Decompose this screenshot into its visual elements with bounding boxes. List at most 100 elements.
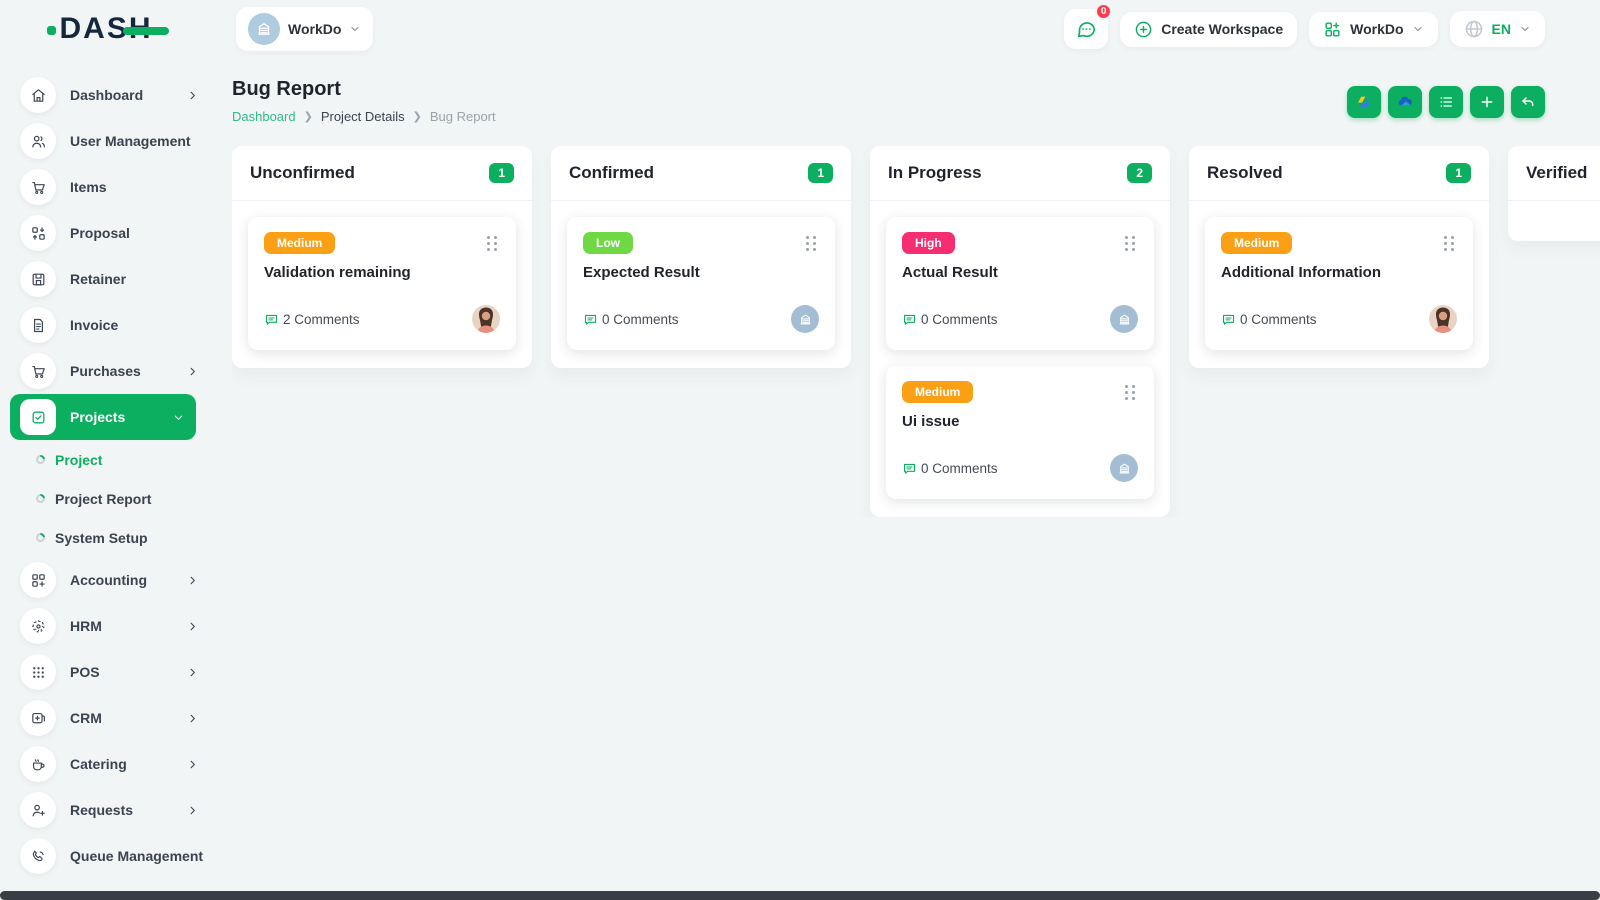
cart-icon: [20, 353, 56, 389]
sidebar-item-requests[interactable]: Requests: [0, 787, 212, 833]
sidebar-item-hrm[interactable]: HRM: [0, 603, 212, 649]
sidebar-item-projects[interactable]: Projects: [10, 394, 196, 440]
language-selector[interactable]: EN: [1449, 11, 1545, 47]
target-icon: [20, 608, 56, 644]
create-workspace-button[interactable]: Create Workspace: [1120, 11, 1298, 47]
column-header: Resolved 1: [1189, 146, 1489, 201]
page-title: Bug Report: [232, 78, 341, 100]
chevron-right-icon: [190, 806, 195, 814]
sidebar-item-user-management[interactable]: User Management: [0, 118, 212, 164]
column-title: Confirmed: [569, 163, 654, 182]
chat-icon: [1078, 22, 1096, 38]
workspace-switcher[interactable]: WorkDo: [236, 7, 374, 51]
kanban-card[interactable]: Low Expected Result 0 Comments: [567, 217, 835, 350]
create-workspace-label: Create Workspace: [1161, 21, 1284, 37]
company-avatar[interactable]: [791, 305, 819, 333]
kanban-card[interactable]: Medium Ui issue 0 Comments: [886, 366, 1154, 499]
sidebar-subitem-label: System Setup: [55, 529, 148, 546]
sidebar-item-proposal[interactable]: Proposal: [0, 210, 212, 256]
breadcrumb-separator: ❯: [303, 111, 313, 123]
onedrive-button[interactable]: [1388, 86, 1422, 118]
sidebar-item-accounting[interactable]: Accounting: [0, 557, 212, 603]
card-menu-icon[interactable]: [485, 232, 500, 255]
comments-count-label: 0 Comments: [921, 311, 998, 327]
logo[interactable]: DASH: [0, 14, 212, 44]
breadcrumb-separator: ❯: [412, 111, 422, 123]
card-comments: 0 Comments: [902, 312, 998, 327]
sidebar-item-queue-management[interactable]: Queue Management: [0, 833, 212, 879]
column-count-badge: 1: [1446, 163, 1471, 183]
add-button[interactable]: [1470, 86, 1504, 118]
column-title: Unconfirmed: [250, 163, 355, 182]
sidebar-item-items[interactable]: Items: [0, 164, 212, 210]
kanban-column-unconfirmed: Unconfirmed 1 Medium Validation remainin…: [232, 146, 532, 368]
kanban-card[interactable]: High Actual Result 0 Comments: [886, 217, 1154, 350]
bullet-icon: [34, 453, 47, 466]
priority-badge: Medium: [902, 381, 974, 403]
chevron-right-icon: [190, 714, 195, 722]
chevron-down-icon: [1521, 26, 1529, 32]
users-icon: [20, 123, 56, 159]
plus-circle-icon: [1135, 21, 1152, 37]
logo-bar: [122, 27, 169, 35]
card-menu-icon[interactable]: [1123, 381, 1138, 404]
priority-badge: Medium: [1221, 232, 1293, 254]
card-title: Expected Result: [583, 264, 700, 281]
card-menu-icon[interactable]: [1442, 232, 1457, 255]
chevron-right-icon: [190, 576, 195, 584]
card-comments: 0 Comments: [902, 461, 998, 476]
back-button[interactable]: [1511, 86, 1545, 118]
card-menu-icon[interactable]: [804, 232, 819, 255]
sidebar-item-invoice[interactable]: Invoice: [0, 302, 212, 348]
kanban-column-confirmed: Confirmed 1 Low Expected Result 0: [551, 146, 851, 368]
card-title: Actual Result: [902, 264, 998, 281]
column-title: Resolved: [1207, 163, 1283, 182]
column-title: Verified: [1526, 163, 1588, 182]
company-avatar[interactable]: [1110, 454, 1138, 482]
dots-grid-icon: [20, 654, 56, 690]
breadcrumb-project-details[interactable]: Project Details: [320, 109, 405, 124]
sidebar-subitem-project[interactable]: Project: [0, 440, 212, 479]
sidebar-item-pos[interactable]: POS: [0, 649, 212, 695]
sidebar-item-catering[interactable]: Catering: [0, 741, 212, 787]
column-title: In Progress: [888, 163, 982, 182]
breadcrumb-dashboard[interactable]: Dashboard: [232, 109, 296, 124]
bullet-icon: [34, 531, 47, 544]
chevron-right-icon: [190, 367, 195, 375]
column-empty-body: [1508, 201, 1600, 241]
user-photo-avatar[interactable]: [1429, 305, 1457, 333]
sidebar-item-purchases[interactable]: Purchases: [0, 348, 212, 394]
user-photo-avatar[interactable]: [472, 305, 500, 333]
language-label: EN: [1491, 21, 1511, 37]
sidebar-item-crm[interactable]: CRM: [0, 695, 212, 741]
kanban-card[interactable]: Medium Validation remaining 2 Comments: [248, 217, 516, 350]
kanban-column-in-progress: In Progress 2 High Actual Result: [870, 146, 1170, 517]
kanban-card[interactable]: Medium Additional Information 0 Comments: [1205, 217, 1473, 350]
chevron-right-icon: [190, 91, 195, 99]
sidebar-subitem-label: Project: [55, 451, 103, 468]
sidebar-item-dashboard[interactable]: Dashboard: [0, 72, 212, 118]
app-menu-button[interactable]: WorkDo: [1309, 11, 1438, 47]
column-header: Confirmed 1: [551, 146, 851, 201]
company-avatar[interactable]: [1110, 305, 1138, 333]
comments-count-label: 0 Comments: [921, 460, 998, 476]
sidebar-item-retainer[interactable]: Retainer: [0, 256, 212, 302]
sidebar-subitem-system-setup[interactable]: System Setup: [0, 518, 212, 557]
horizontal-scrollbar[interactable]: [0, 891, 1600, 900]
app-menu-label: WorkDo: [1350, 21, 1404, 37]
column-header: Unconfirmed 1: [232, 146, 532, 201]
sidebar-subitem-project-report[interactable]: Project Report: [0, 479, 212, 518]
list-view-button[interactable]: [1429, 86, 1463, 118]
sidebar-item-label: Dashboard: [70, 87, 144, 103]
messages-button[interactable]: 0: [1064, 3, 1113, 49]
breadcrumb-current: Bug Report: [429, 109, 496, 124]
card-menu-icon[interactable]: [1123, 232, 1138, 255]
sidebar-item-label: Purchases: [70, 363, 141, 379]
chevron-down-icon: [351, 26, 360, 32]
bullet-icon: [34, 492, 47, 505]
chevron-right-icon: [190, 760, 195, 768]
google-drive-button[interactable]: [1347, 86, 1381, 118]
message-plus-icon: [20, 700, 56, 736]
home-icon: [20, 77, 56, 113]
card-title: Ui issue: [902, 413, 960, 430]
